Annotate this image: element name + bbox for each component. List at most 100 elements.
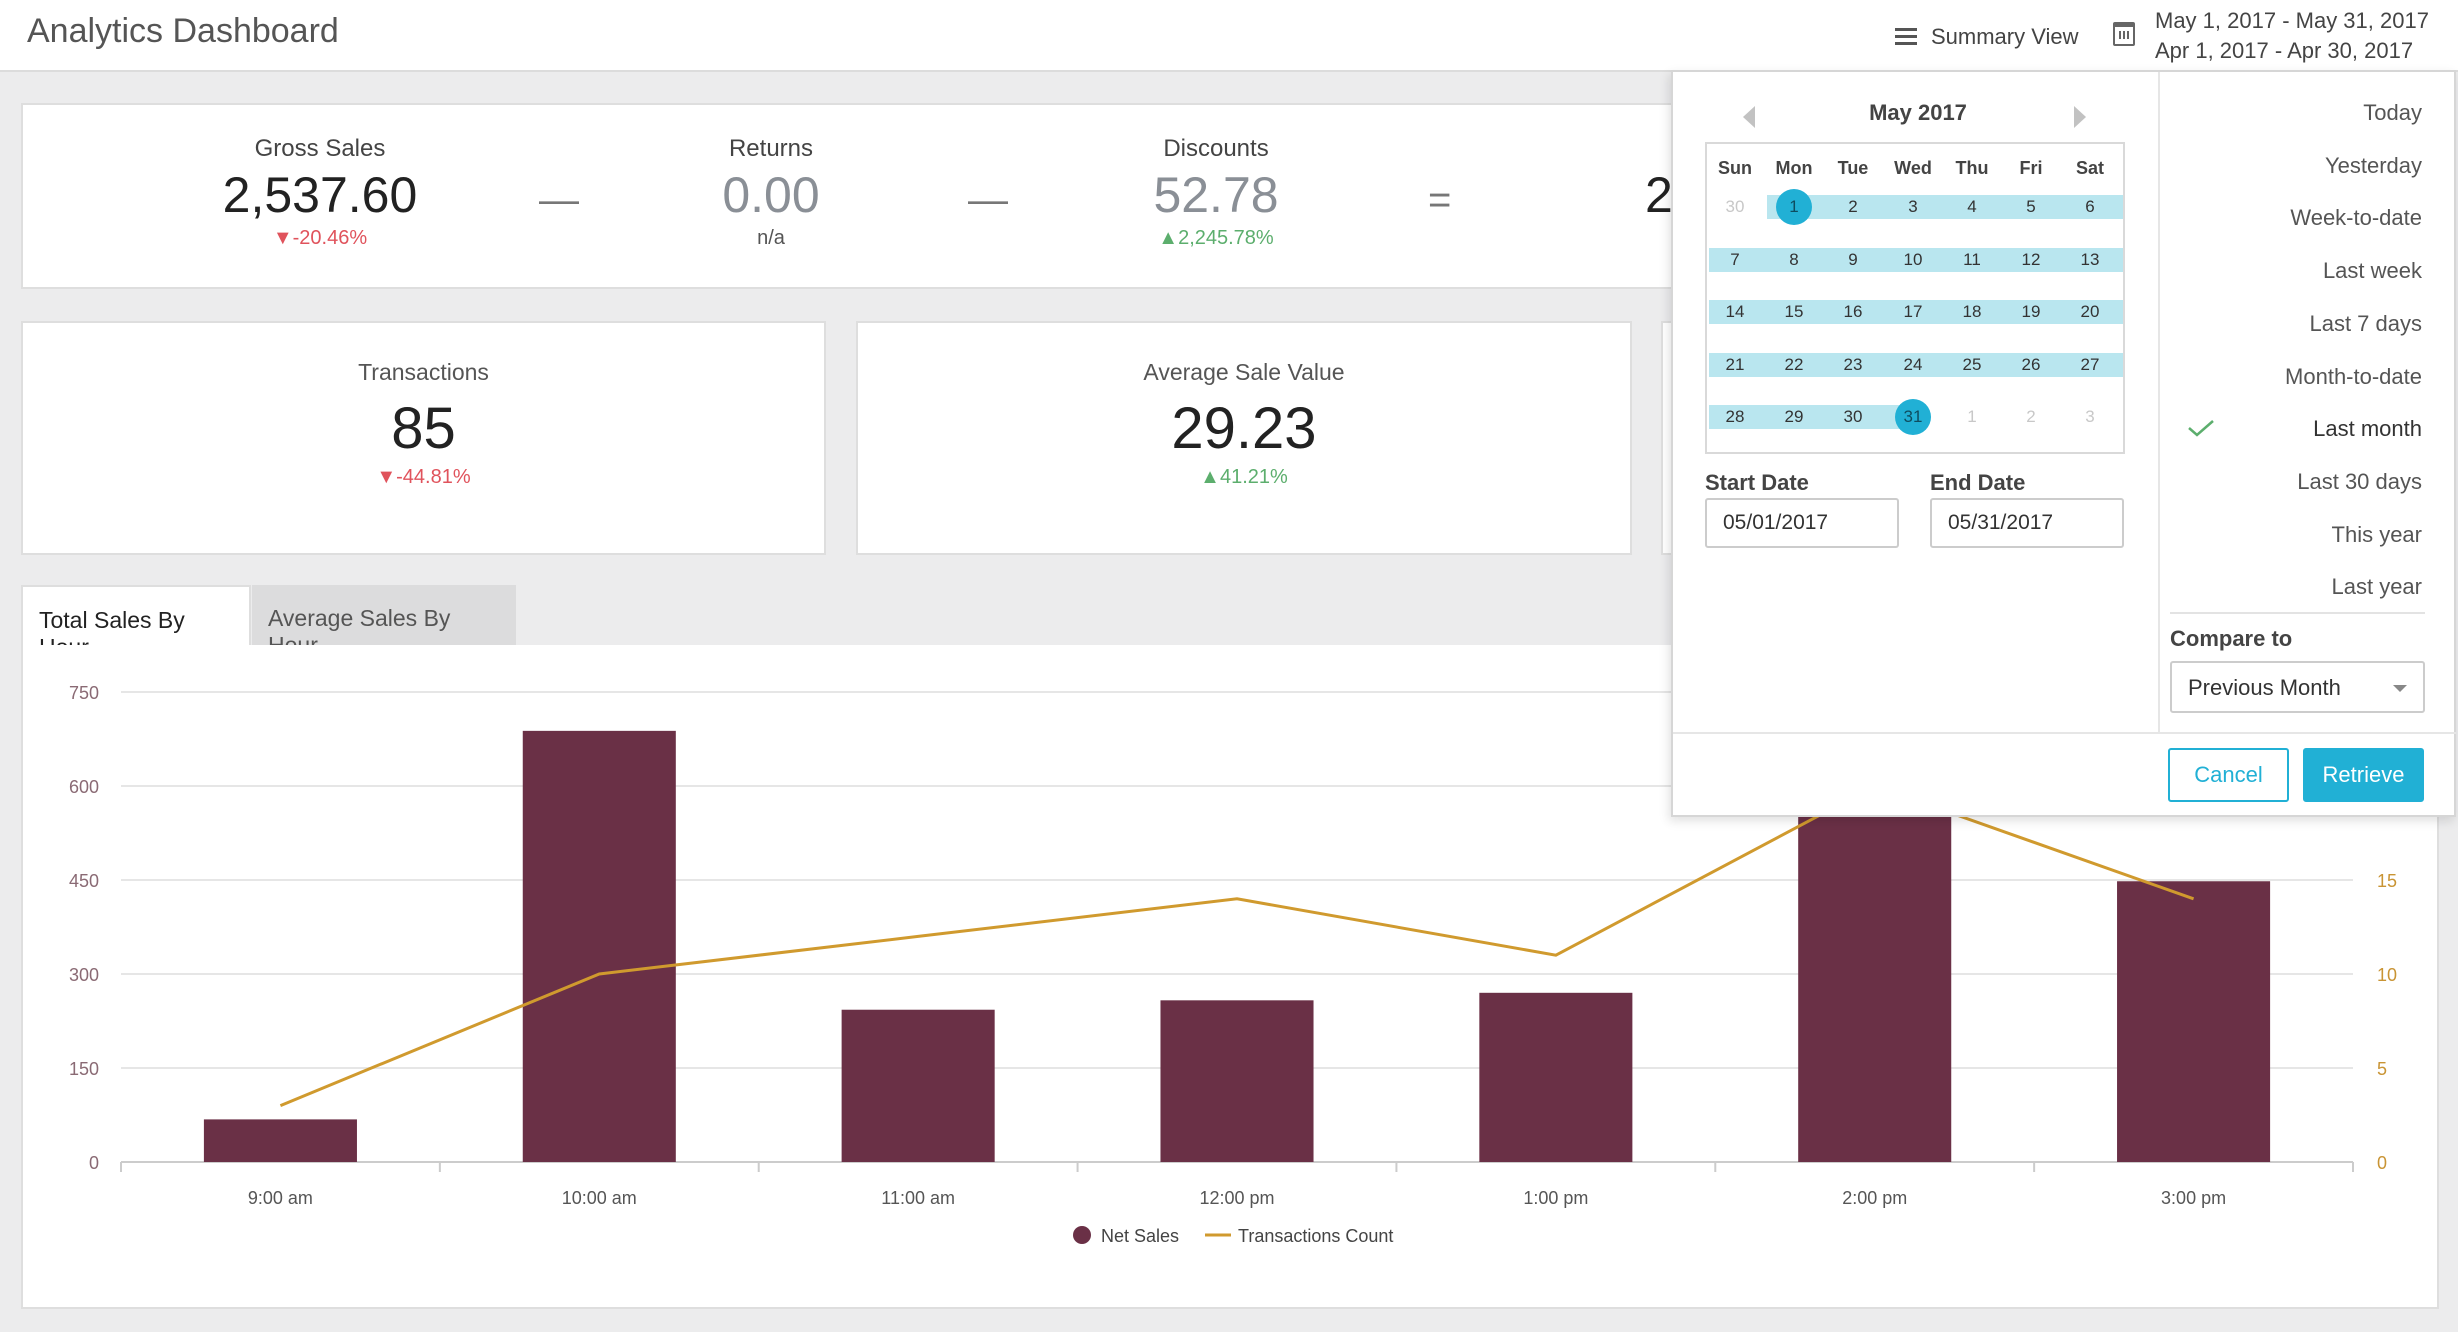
list-icon <box>1895 28 1917 46</box>
summary-view-button[interactable]: Summary View <box>1895 20 2079 54</box>
calendar-day[interactable]: 20 <box>2080 302 2100 321</box>
calendar-day[interactable]: 4 <box>1967 197 1977 216</box>
weekday-header: Mon <box>1775 158 1813 178</box>
calendar-day[interactable]: 11 <box>1963 250 1981 269</box>
calendar-day[interactable]: 7 <box>1730 250 1740 269</box>
bar-net-sales[interactable] <box>203 1119 357 1162</box>
calendar-day[interactable]: 23 <box>1843 355 1863 374</box>
calendar-day-selected[interactable]: 1 <box>1776 189 1812 225</box>
calendar-day[interactable]: 28 <box>1725 407 1745 426</box>
calendar-day[interactable]: 5 <box>2026 197 2036 216</box>
calendar-day[interactable]: 30 <box>1843 407 1863 426</box>
calendar-day[interactable]: 10 <box>1903 250 1923 269</box>
preset-last-month[interactable]: Last month <box>2313 416 2422 442</box>
date-range-selector[interactable]: May 1, 2017 - May 31, 2017 Apr 1, 2017 -… <box>2155 6 2429 66</box>
bar-net-sales[interactable] <box>2117 881 2271 1162</box>
sales-by-hour-chart: 0 150 300 450 600 750 0 5 10 15 9:00 am 10:00 am 11:… <box>69 683 2397 1246</box>
preset-last-year[interactable]: Last year <box>2331 574 2423 600</box>
calendar-day[interactable]: 15 <box>1784 302 1804 321</box>
preset-this-year[interactable]: This year <box>2331 521 2422 547</box>
calendar-day[interactable]: 3 <box>1908 197 1918 216</box>
date-range-popover: May 2017 Sun Mon Tue Wed Thu Fri Sat 30 1 2 3 4 5 6 7 8… <box>1671 70 2456 817</box>
kpi-value: 0.00 <box>722 167 820 223</box>
calendar-day[interactable]: 2 <box>2026 407 2036 426</box>
tab-total-sales-by-hour[interactable]: Total Sales By Hour <box>21 585 251 660</box>
calendar-day[interactable]: 2 <box>1848 197 1858 216</box>
y-axis-left-tick-label: 0 <box>89 1153 99 1173</box>
legend-net-sales-marker <box>1073 1226 1091 1244</box>
bar-net-sales[interactable] <box>841 1009 995 1162</box>
weekday-header: Tue <box>1837 158 1869 178</box>
preset-last-week[interactable]: Last week <box>2322 258 2422 284</box>
bar-net-sales[interactable] <box>522 730 676 1162</box>
date-range-compare: Apr 1, 2017 - Apr 30, 2017 <box>2155 38 2414 63</box>
minus-operator: — <box>968 178 1008 222</box>
y-axis-left-tick-label: 450 <box>69 871 99 891</box>
calendar-day[interactable]: 22 <box>1784 355 1804 374</box>
calendar-day-selected[interactable]: 31 <box>1895 399 1931 435</box>
prev-month-icon[interactable] <box>1743 106 1755 128</box>
calendar-day[interactable]: 18 <box>1962 302 1982 321</box>
date-range-primary: May 1, 2017 - May 31, 2017 <box>2155 8 2429 33</box>
kpi-returns: Returns 0.00 n/a <box>621 105 921 250</box>
kpi-discounts: Discounts 52.78 ▲2,245.78% <box>1066 105 1366 250</box>
minus-operator: — <box>539 178 579 222</box>
preset-yesterday[interactable]: Yesterday <box>2324 152 2422 178</box>
calendar-day[interactable]: 21 <box>1725 355 1745 374</box>
calendar-range-band <box>1709 405 1919 429</box>
bar-net-sales[interactable] <box>1479 992 1633 1162</box>
start-date-input[interactable] <box>1705 498 1899 548</box>
calendar-day[interactable]: 25 <box>1962 355 1982 374</box>
bar-net-sales[interactable] <box>1160 1000 1314 1162</box>
calendar-icon[interactable] <box>2113 22 2135 46</box>
divider <box>2170 612 2425 614</box>
kpi-value: 2,537.60 <box>222 167 418 223</box>
preset-last-30-days[interactable]: Last 30 days <box>2297 468 2422 494</box>
calendar-day[interactable]: 16 <box>1843 302 1863 321</box>
compare-to-label: Compare to <box>2170 626 2293 651</box>
y-axis-right-tick-label: 10 <box>2377 965 2397 985</box>
weekday-header: Sun <box>1718 158 1752 178</box>
calendar-grid: Sun Mon Tue Wed Thu Fri Sat 30 1 2 3 4 5 6 7 8 9 10 11 12 13… <box>1705 142 2125 454</box>
x-axis-tick-label: 2:00 pm <box>1842 1188 1907 1208</box>
calendar-day[interactable]: 24 <box>1903 355 1923 374</box>
calendar-day[interactable]: 26 <box>2021 355 2041 374</box>
kpi-change: ▲41.21% <box>1200 466 1288 488</box>
calendar-day[interactable]: 9 <box>1848 250 1858 269</box>
preset-last-7-days[interactable]: Last 7 days <box>2309 310 2422 336</box>
kpi-value: 29.23 <box>1171 396 1317 461</box>
calendar-day[interactable]: 30 <box>1725 197 1745 216</box>
weekday-header: Thu <box>1955 158 1989 178</box>
preset-month-to-date[interactable]: Month-to-date <box>2285 363 2422 389</box>
kpi-change: ▼-44.81% <box>376 466 471 488</box>
preset-today[interactable]: Today <box>2363 100 2422 125</box>
calendar-day[interactable]: 14 <box>1725 302 1745 321</box>
calendar-day[interactable]: 3 <box>2085 407 2095 426</box>
preset-week-to-date[interactable]: Week-to-date <box>2290 205 2422 231</box>
calendar-day[interactable]: 8 <box>1789 250 1799 269</box>
kpi-change: ▼-20.46% <box>272 227 368 249</box>
retrieve-button[interactable]: Retrieve <box>2303 748 2424 802</box>
y-axis-left-tick-label: 750 <box>69 683 99 703</box>
calendar-range-band <box>1709 300 2123 324</box>
y-axis-left-tick-label: 300 <box>69 965 99 985</box>
chevron-down-icon <box>2393 685 2407 692</box>
calendar-day[interactable]: 17 <box>1903 302 1923 321</box>
weekday-header: Sat <box>2075 158 2104 178</box>
next-month-icon[interactable] <box>2074 106 2086 128</box>
legend-net-sales-label: Net Sales <box>1101 1226 1179 1246</box>
calendar-month-label: May 2017 <box>1869 100 1967 125</box>
calendar-day[interactable]: 27 <box>2080 355 2100 374</box>
compare-to-value: Previous Month <box>2188 675 2341 700</box>
end-date-input[interactable] <box>1930 498 2124 548</box>
cancel-button[interactable]: Cancel <box>2168 748 2289 802</box>
calendar-day[interactable]: 29 <box>1784 407 1804 426</box>
tab-average-sales-by-hour[interactable]: Average Sales By Hour <box>252 585 516 658</box>
calendar-day[interactable]: 6 <box>2085 197 2095 216</box>
y-axis-right-tick-label: 5 <box>2377 1059 2387 1079</box>
calendar-day[interactable]: 19 <box>2021 302 2041 321</box>
calendar-day[interactable]: 1 <box>1967 407 1977 426</box>
calendar-day[interactable]: 13 <box>2080 250 2100 269</box>
calendar-day[interactable]: 12 <box>2021 250 2041 269</box>
compare-to-select[interactable]: Previous Month <box>2170 661 2425 713</box>
